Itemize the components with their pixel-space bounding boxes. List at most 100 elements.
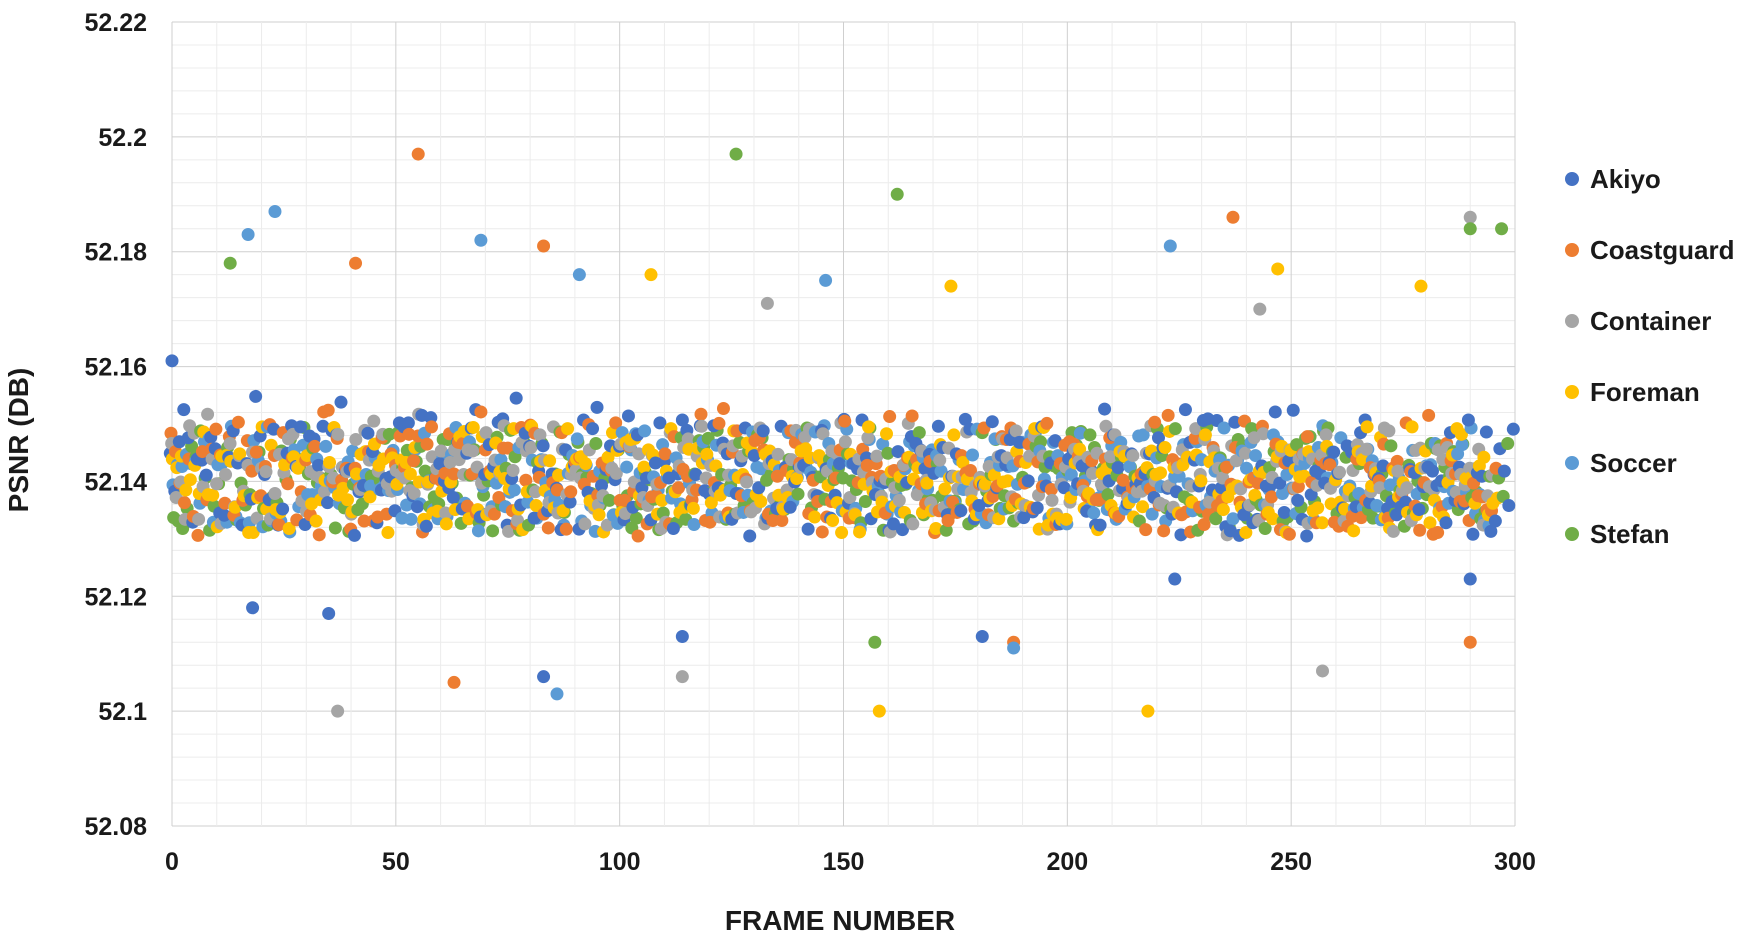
data-point-coastguard [308,439,322,453]
data-point-container [1386,524,1400,538]
data-point-container [434,444,448,458]
data-point-container [259,465,273,479]
data-point-container [609,466,623,480]
data-point-container [1391,464,1405,478]
legend: Akiyo Coastguard Container Foreman Soccer Ste… [1565,164,1734,549]
data-point-soccer [507,483,521,497]
y-tick-label: 52.1 [98,698,147,726]
data-point-akiyo [743,529,757,543]
data-point-akiyo [1277,505,1291,519]
data-point-akiyo [958,412,972,426]
data-points-layer [163,147,1520,718]
legend-marker-container [1565,314,1579,328]
data-point-container [268,486,282,500]
data-point-coastguard [1148,415,1162,429]
data-point-coastguard [883,410,897,424]
data-point-coastguard [447,467,461,481]
data-point-akiyo [509,391,523,405]
data-point-akiyo [985,415,999,429]
data-point-container [1045,493,1059,507]
data-point-coastguard [716,401,730,415]
data-point-coastguard [1282,527,1296,541]
data-point-stefan [328,521,342,535]
legend-label-akiyo: Akiyo [1590,164,1661,194]
data-point-akiyo [590,400,604,414]
y-axis-ticks: 52.08 52.1 52.12 52.14 52.16 52.18 52.2 52.22 [84,9,147,841]
data-point-coastguard [425,420,439,434]
data-point-stefan [629,511,643,525]
data-point-coastguard [1197,518,1211,531]
data-point-foreman [246,526,260,540]
x-tick-label: 250 [1270,848,1312,876]
data-point-soccer [1007,641,1021,655]
data-point-akiyo [1425,464,1439,478]
data-point-stefan [729,147,743,161]
data-point-foreman [920,476,934,490]
data-point-foreman [1216,503,1230,517]
data-point-foreman [835,526,849,540]
x-axis-title: FRAME NUMBER [725,905,955,936]
data-point-foreman [606,426,620,440]
data-point-coastguard [164,426,178,440]
data-point-container [1319,428,1333,442]
data-point-soccer [819,273,833,287]
data-point-akiyo [298,518,312,531]
data-point-foreman [363,490,377,504]
data-point-stefan [1101,488,1115,502]
data-point-coastguard [209,422,223,436]
y-tick-label: 52.22 [84,9,147,37]
data-point-foreman [1271,262,1285,276]
data-point-akiyo [675,629,689,643]
data-point-foreman [686,501,700,515]
data-point-soccer [1240,461,1254,475]
data-point-akiyo [801,522,815,536]
data-point-container [1400,481,1414,495]
data-point-akiyo [537,670,551,684]
data-point-akiyo [199,468,213,482]
legend-marker-coastguard [1565,243,1579,257]
data-point-coastguard [559,522,573,536]
data-point-container [219,468,233,482]
data-point-akiyo [1506,422,1520,436]
data-point-foreman [987,468,1001,482]
data-point-container [331,427,345,441]
data-point-akiyo [312,458,326,472]
legend-label-coastguard: Coastguard [1590,235,1734,265]
data-point-coastguard [474,405,488,419]
data-point-akiyo [361,426,375,440]
data-point-foreman [466,420,480,434]
data-point-akiyo [217,508,231,522]
data-point-akiyo [1488,514,1502,528]
data-point-foreman [862,420,876,434]
data-point-container [223,437,237,451]
data-point-foreman [880,427,894,441]
data-point-foreman [1059,512,1073,526]
data-point-foreman [1477,450,1491,464]
data-point-container [1103,450,1117,464]
data-point-foreman [637,460,651,474]
data-point-coastguard [1390,454,1404,468]
data-point-coastguard [407,454,421,468]
data-point-stefan [912,426,926,440]
data-point-akiyo [1048,434,1062,448]
data-point-akiyo [276,502,290,516]
data-point-soccer [404,512,418,526]
data-point-coastguard [541,521,555,535]
x-tick-label: 0 [165,848,179,876]
data-point-container [816,427,830,441]
data-point-akiyo [294,420,308,434]
data-point-coastguard [460,499,474,513]
data-point-coastguard [191,528,205,542]
data-point-soccer [1217,421,1231,435]
data-point-akiyo [891,445,905,459]
data-point-coastguard [1139,523,1153,537]
data-point-soccer [1455,438,1469,452]
data-point-foreman [1347,524,1361,538]
data-point-akiyo [747,449,761,463]
data-point-soccer [1136,428,1150,442]
y-tick-label: 52.16 [84,354,147,382]
data-point-akiyo [1286,403,1300,417]
data-point-foreman [1454,427,1468,441]
data-point-container [870,449,884,463]
